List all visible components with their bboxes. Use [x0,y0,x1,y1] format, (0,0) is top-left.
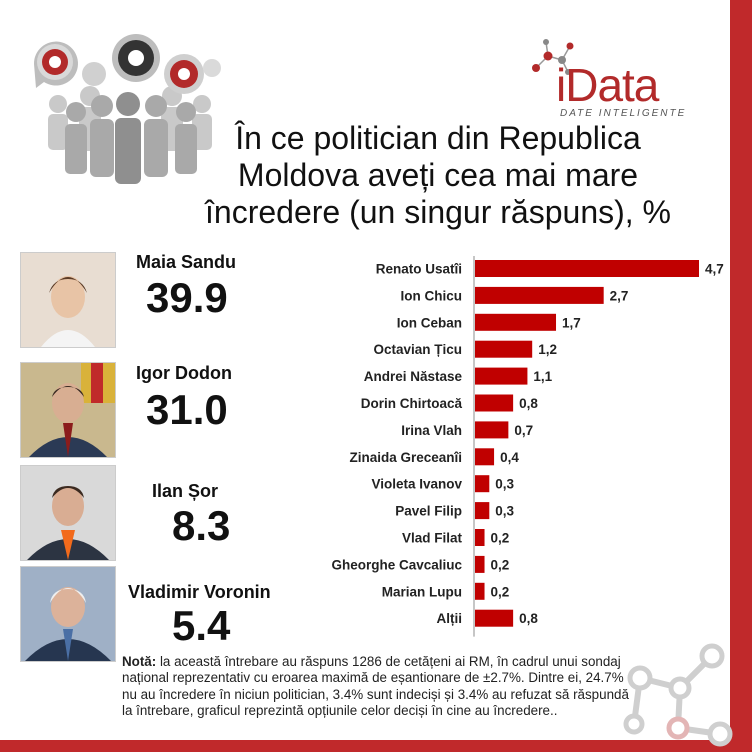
leader-value-ilan-sor: 8.3 [172,502,231,549]
bar [475,475,490,493]
red-frame-bottom [0,740,752,752]
bar [475,448,495,466]
category-label: Gheorghe Cavcaliuc [331,557,462,572]
value-label: 0,3 [495,477,514,492]
category-label: Marian Lupu [382,584,462,599]
footnote-label: Notă: [122,654,157,669]
footnote: Notă: la această întrebare au răspuns 12… [122,654,642,720]
bar [475,609,514,627]
leader-value-igor-dodon: 31.0 [146,386,228,433]
bar-chart: Renato Usatîi 4,7 Ion Chicu 2,7 Ion Ceban 1,7… [331,256,724,637]
bar [475,313,557,331]
vladimir-voronin-photo [20,566,116,662]
molecule-decoration-icon [623,643,733,747]
bar [475,582,485,600]
value-label: 0,4 [500,450,519,465]
category-label: Zinaida Greceanîi [349,450,462,465]
category-label: Vlad Filat [402,531,463,546]
category-label: Alții [437,611,463,626]
value-label: 0,2 [491,531,510,546]
value-label: 0,2 [491,584,510,599]
category-label: Violeta Ivanov [371,477,462,492]
footnote-text: la această întrebare au răspuns 1286 de … [122,654,629,719]
bar [475,502,490,520]
category-label: Andrei Năstase [364,369,463,384]
category-label: Dorin Chirtoacă [361,396,463,411]
category-label: Pavel Filip [395,504,462,519]
bar [475,555,485,573]
crowd-speech-icon [33,34,221,184]
leader-name-maia-sandu: Maia Sandu [136,252,237,272]
leader-value-maia-sandu: 39.9 [146,274,228,321]
leader-name-vladimir-voronin: Vladimir Voronin [128,582,271,602]
category-label: Ion Chicu [401,288,463,303]
bar [475,260,699,277]
bar [475,340,533,358]
idata-logo-molecule-icon [532,39,574,75]
value-label: 0,7 [514,423,533,438]
value-label: 0,8 [519,396,538,411]
bar [475,394,514,412]
ilan-sor-photo [20,465,116,561]
value-label: 1,1 [533,369,552,384]
idata-logo-text: iData [556,59,659,111]
bar [475,286,604,304]
category-label: Renato Usatîi [376,262,462,277]
value-label: 0,8 [519,611,538,626]
maia-sandu-photo [20,252,116,348]
category-label: Ion Ceban [397,315,462,330]
idata-logo-tagline: DATE INTELIGENTE [560,108,687,119]
leader-value-vladimir-voronin: 5.4 [172,602,231,649]
igor-dodon-photo [20,362,116,458]
value-label: 1,7 [562,315,581,330]
leader-name-ilan-sor: Ilan Șor [152,481,219,501]
bar [475,367,528,385]
chart-title: În ce politician din Republica Moldova a… [205,120,671,230]
value-label: 2,7 [610,288,629,303]
category-label: Irina Vlah [401,423,462,438]
category-label: Octavian Țicu [373,342,462,357]
bar [475,529,485,546]
red-frame-right [730,0,752,752]
bar [475,421,509,439]
value-label: 4,7 [705,262,724,277]
value-label: 0,2 [491,557,510,572]
leader-name-igor-dodon: Igor Dodon [136,363,232,383]
value-label: 1,2 [538,342,557,357]
value-label: 0,3 [495,504,514,519]
